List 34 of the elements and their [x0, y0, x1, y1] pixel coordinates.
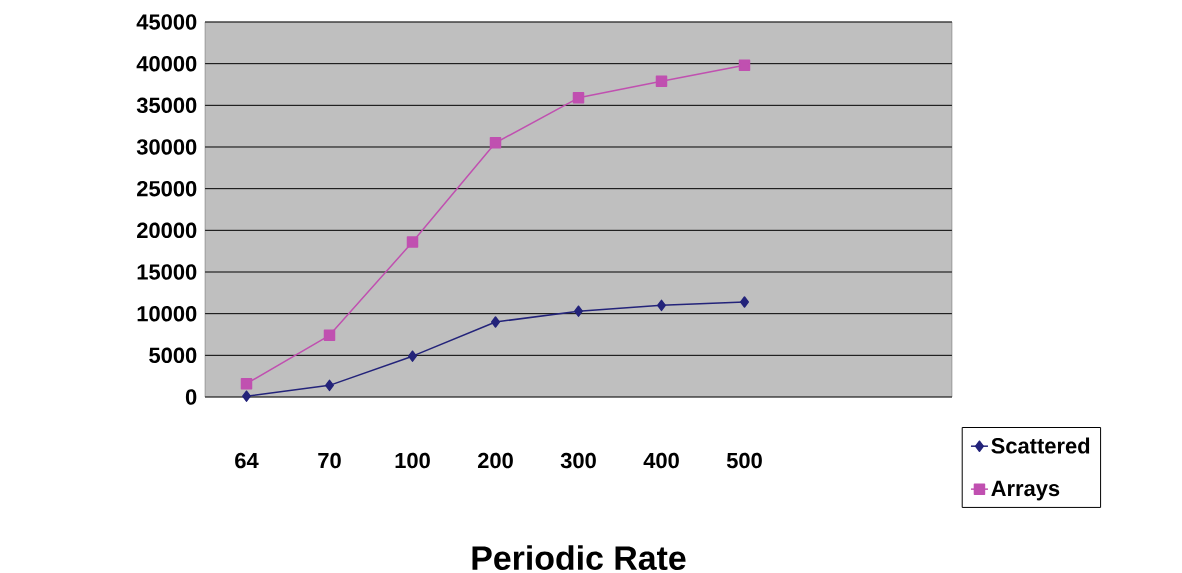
point [657, 299, 666, 311]
y-tick-label: 35000 [136, 97, 197, 113]
y-tick-label: 45000 [136, 14, 197, 30]
x-axis-title: Periodic Rate [472, 544, 686, 570]
y-tick-label: 10000 [137, 305, 197, 322]
point [491, 316, 500, 328]
y-tick-label: 30000 [136, 139, 197, 155]
y-tick-label: 5000 [149, 347, 197, 363]
x-tick-label: 70 [318, 452, 341, 469]
x-tick-label: 500 [726, 452, 762, 469]
point [740, 296, 749, 308]
x-tick-label: 64 [235, 452, 259, 469]
point [242, 390, 251, 402]
point [655, 75, 668, 87]
x-tick-label: 100 [395, 452, 430, 469]
y-tick-label: 0 [185, 389, 197, 405]
y-tick-label: 40000 [136, 55, 197, 72]
point [572, 91, 585, 104]
x-tick-label: 300 [560, 452, 596, 469]
legend-label: Scattered [991, 437, 1090, 454]
x-tick-label: 400 [643, 452, 679, 469]
point [240, 377, 253, 390]
point [406, 236, 419, 248]
point [738, 59, 751, 71]
point [574, 305, 583, 317]
point [323, 329, 336, 341]
x-tick-label: 200 [477, 452, 513, 469]
point [408, 350, 417, 362]
y-tick-label: 15000 [137, 264, 197, 280]
point [325, 379, 334, 391]
legend-label: Arrays [991, 480, 1060, 501]
y-tick-label: 25000 [137, 180, 197, 197]
y-tick-label: 20000 [137, 222, 197, 238]
point [489, 136, 502, 149]
